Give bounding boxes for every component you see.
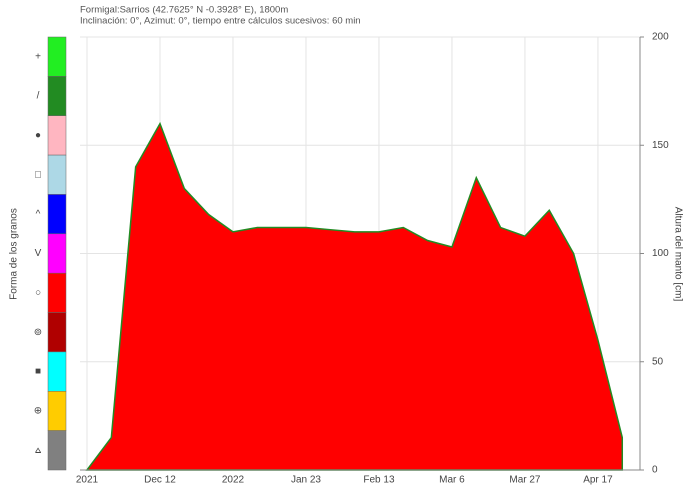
y-tick-label: 50 <box>652 356 664 367</box>
legend-title: Forma de los granos <box>9 208 20 300</box>
legend-swatch <box>47 272 67 313</box>
legend-swatch <box>47 36 67 77</box>
legend-swatch <box>47 391 67 431</box>
x-tick-label: Apr 17 <box>583 475 613 486</box>
y-tick-label: 0 <box>652 465 658 476</box>
legend-symbol: □ <box>35 169 41 180</box>
legend-symbol: + <box>35 51 41 62</box>
x-tick-label: Mar 6 <box>439 475 465 486</box>
legend-swatch <box>47 430 67 471</box>
snow-area <box>85 121 624 471</box>
legend-swatch <box>47 351 67 392</box>
legend-swatch <box>47 194 67 235</box>
x-tick-label: Mar 27 <box>509 475 541 486</box>
legend-symbol: ⊚ <box>34 327 42 338</box>
y-tick-label: 200 <box>652 32 669 43</box>
chart-subtitle: Inclinación: 0°, Azimut: 0°, tiempo entr… <box>80 16 361 27</box>
x-tick-label: 2021 <box>76 475 99 486</box>
legend-swatch <box>47 115 67 156</box>
y-axis-label: Altura del manto [cm] <box>672 207 683 302</box>
legend-symbol: ⊕ <box>34 406 42 417</box>
legend-symbol: ○ <box>35 288 41 299</box>
legend-symbol: / <box>37 91 40 102</box>
legend-symbol: ⩟ <box>35 445 41 456</box>
legend-swatch <box>47 312 67 353</box>
x-tick-label: Feb 13 <box>363 475 395 486</box>
x-tick-label: 2022 <box>222 475 245 486</box>
x-tick-label: Jan 23 <box>291 475 321 486</box>
chart-title: Formigal:Sarrios (42.7625° N -0.3928° E)… <box>80 5 288 16</box>
legend-symbol: V <box>35 248 42 259</box>
legend-swatch <box>47 154 67 195</box>
legend-symbol: ● <box>35 130 41 141</box>
legend-symbol: ^ <box>36 209 41 220</box>
legend-swatch <box>47 76 67 116</box>
x-tick-label: Dec 12 <box>144 475 176 486</box>
legend-symbol: ■ <box>35 366 41 377</box>
legend-swatch <box>47 233 67 274</box>
y-tick-label: 150 <box>652 140 669 151</box>
y-tick-label: 100 <box>652 248 669 259</box>
